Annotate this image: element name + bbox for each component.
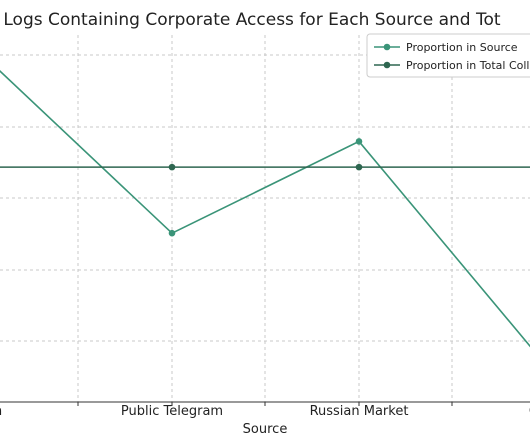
x-tick-label: Public Telegram [121, 404, 223, 419]
data-point [355, 163, 363, 171]
legend-marker [383, 43, 391, 51]
legend: Proportion in Source Proportion in Total … [366, 33, 530, 78]
chart-title: f Logs Containing Corporate Access for E… [0, 10, 501, 30]
x-tick-label: Russian Market [310, 404, 409, 419]
legend-label: Proportion in Total Coll [406, 59, 530, 72]
legend-box [366, 33, 530, 78]
legend-marker [383, 61, 391, 69]
data-point [355, 138, 363, 145]
data-point [168, 229, 176, 237]
series-group [0, 70, 530, 348]
x-tick-label: gram [0, 404, 2, 419]
legend-label: Proportion in Source [406, 41, 518, 54]
data-point [168, 163, 176, 171]
x-ticks: gram Public Telegram Russian Market Gene [0, 402, 530, 419]
x-axis-label: Source [243, 422, 288, 437]
x-tick-label: Gene [529, 404, 530, 419]
series-line [0, 70, 530, 348]
grid [0, 35, 530, 402]
